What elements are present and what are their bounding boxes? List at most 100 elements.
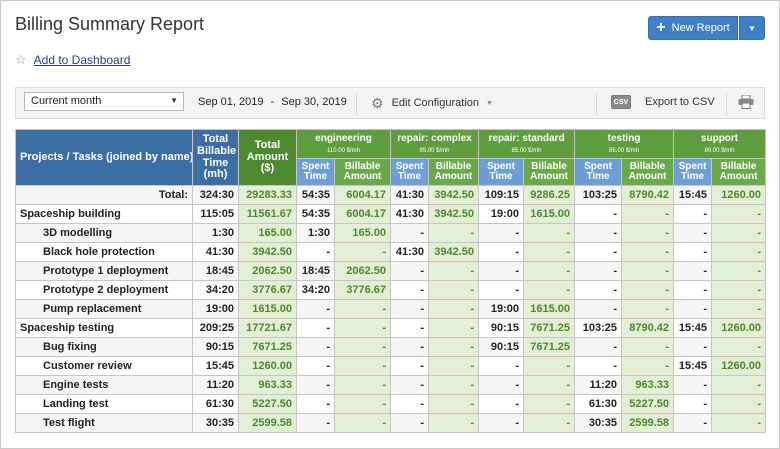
billable-amount-cell: - xyxy=(427,394,480,414)
billable-amount-cell: 8790.42 xyxy=(621,318,675,338)
spent-time-header[interactable]: Spent Time xyxy=(574,158,623,186)
billable-amount-cell: 1260.00 xyxy=(711,185,767,205)
billable-amount-cell: - xyxy=(427,280,480,300)
spent-time-cell: - xyxy=(390,223,429,243)
billable-amount-cell: - xyxy=(427,356,480,376)
date-from[interactable]: Sep 01, 2019 xyxy=(198,96,264,108)
row-name: Engine tests xyxy=(15,375,193,395)
total-amount-cell: 5227.50 xyxy=(238,394,297,414)
export-csv-button[interactable]: CSV Export to CSV xyxy=(611,95,715,109)
date-separator: - xyxy=(270,96,275,108)
billable-amount-cell: 1260.00 xyxy=(711,318,767,338)
spent-time-cell: - xyxy=(574,356,623,376)
spent-time-cell: - xyxy=(673,375,713,395)
spent-time-cell: - xyxy=(296,394,335,414)
spent-time-cell: - xyxy=(478,242,525,262)
spent-time-cell: - xyxy=(296,337,335,357)
billable-amount-cell: 7671.25 xyxy=(523,337,576,357)
date-range[interactable]: Sep 01, 2019 - Sep 30, 2019 xyxy=(198,96,351,108)
gear-icon: ⚙ xyxy=(371,95,384,111)
spent-time-cell: - xyxy=(574,242,623,262)
plus-icon: + xyxy=(656,19,666,36)
billable-amount-cell: - xyxy=(334,394,391,414)
table-row: Prototype 1 deployment 18:45 2062.50 18:45 2… xyxy=(15,261,767,281)
spent-time-cell: 103:25 xyxy=(574,185,623,205)
spent-time-cell: 34:20 xyxy=(296,280,335,300)
projects-header[interactable]: Projects / Tasks (joined by name) xyxy=(15,129,193,186)
total-time-cell: 61:30 xyxy=(192,394,239,414)
spent-time-cell: - xyxy=(673,223,713,243)
total-time-cell: 115:05 xyxy=(192,204,239,224)
spent-time-header[interactable]: Spent Time xyxy=(478,158,525,186)
add-to-dashboard[interactable]: ☆ Add to Dashboard xyxy=(15,52,130,68)
total-amount-cell: 3776.67 xyxy=(238,280,297,300)
billable-amount-cell: 1615.00 xyxy=(523,204,576,224)
spent-time-header[interactable]: Spent Time xyxy=(673,158,713,186)
total-time-cell: 90:15 xyxy=(192,337,239,357)
spent-time-cell: - xyxy=(296,413,335,433)
total-time-cell: 324:30 xyxy=(192,185,239,205)
table-body: Total: 324:30 29283.33 54:35 6004.17 41:30 394… xyxy=(15,185,767,433)
billable-amount-cell: - xyxy=(523,413,576,433)
spent-time-cell: - xyxy=(673,261,713,281)
total-time-cell: 18:45 xyxy=(192,261,239,281)
billable-amount-header[interactable]: Billable Amount xyxy=(334,158,391,186)
billable-amount-cell: - xyxy=(523,356,576,376)
spent-time-cell: 90:15 xyxy=(478,337,525,357)
spent-time-cell: - xyxy=(296,242,335,262)
add-to-dashboard-link[interactable]: Add to Dashboard xyxy=(33,53,131,67)
new-report-button[interactable]: + New Report xyxy=(648,16,738,40)
table-row: Black hole protection 41:30 3942.50- -41:30… xyxy=(15,242,767,262)
row-name: Black hole protection xyxy=(15,242,193,262)
spent-time-cell: 15:45 xyxy=(673,185,713,205)
billable-amount-header[interactable]: Billable Amount xyxy=(523,158,576,186)
table-row: Landing test 61:30 5227.50- - - - - -61:30 5227.… xyxy=(15,394,767,414)
print-icon[interactable] xyxy=(738,95,754,109)
billable-amount-cell: - xyxy=(427,223,480,243)
billable-amount-header[interactable]: Billable Amount xyxy=(621,158,675,186)
table-head: Projects / Tasks (joined by name) Total … xyxy=(15,129,767,186)
total-time-header[interactable]: Total Billable Time (mh) xyxy=(192,129,239,186)
total-time-cell: 19:00 xyxy=(192,299,239,319)
billable-amount-cell: 9286.25 xyxy=(523,185,576,205)
spent-time-header[interactable]: Spent Time xyxy=(390,158,429,186)
billable-amount-cell: - xyxy=(334,299,391,319)
billable-amount-cell: - xyxy=(621,223,675,243)
spent-time-cell: - xyxy=(390,318,429,338)
billable-amount-cell: 3942.50 xyxy=(427,204,480,224)
spent-time-cell: - xyxy=(390,413,429,433)
billable-amount-header[interactable]: Billable Amount xyxy=(711,158,767,186)
row-name: Bug fixing xyxy=(15,337,193,357)
billable-amount-cell: - xyxy=(427,413,480,433)
total-amount-header[interactable]: Total Amount ($) xyxy=(238,129,297,186)
billable-amount-cell: - xyxy=(427,318,480,338)
spent-time-cell: - xyxy=(574,223,623,243)
spent-time-cell: - xyxy=(296,318,335,338)
total-amount-cell: 165.00 xyxy=(238,223,297,243)
row-name: Prototype 1 deployment xyxy=(15,261,193,281)
edit-configuration-button[interactable]: ⚙ Edit Configuration ▼ xyxy=(371,96,493,110)
billable-amount-cell: - xyxy=(711,223,767,243)
spent-time-cell: - xyxy=(478,394,525,414)
billable-amount-cell: - xyxy=(334,413,391,433)
billable-amount-cell: - xyxy=(621,280,675,300)
spent-time-cell: - xyxy=(574,280,623,300)
billable-amount-cell: - xyxy=(523,261,576,281)
billable-amount-cell: - xyxy=(711,280,767,300)
spent-time-header[interactable]: Spent Time xyxy=(296,158,335,186)
spent-time-cell: 1:30 xyxy=(296,223,335,243)
new-report-button-group: + New Report ▼ xyxy=(648,16,765,40)
billable-amount-cell: - xyxy=(334,318,391,338)
date-to[interactable]: Sep 30, 2019 xyxy=(281,96,347,108)
spent-time-cell: - xyxy=(296,356,335,376)
billable-amount-cell: - xyxy=(427,375,480,395)
period-select[interactable]: Current month ▼ xyxy=(24,92,184,111)
total-amount-cell: 3942.50 xyxy=(238,242,297,262)
billable-amount-cell: - xyxy=(523,223,576,243)
new-report-dropdown-button[interactable]: ▼ xyxy=(739,16,765,40)
table-row: Engine tests 11:20 963.33- - - - - -11:20 963.33… xyxy=(15,375,767,395)
billable-amount-header[interactable]: Billable Amount xyxy=(427,158,480,186)
billable-amount-cell: - xyxy=(427,299,480,319)
billable-amount-cell: - xyxy=(711,242,767,262)
star-icon[interactable]: ☆ xyxy=(15,52,27,67)
